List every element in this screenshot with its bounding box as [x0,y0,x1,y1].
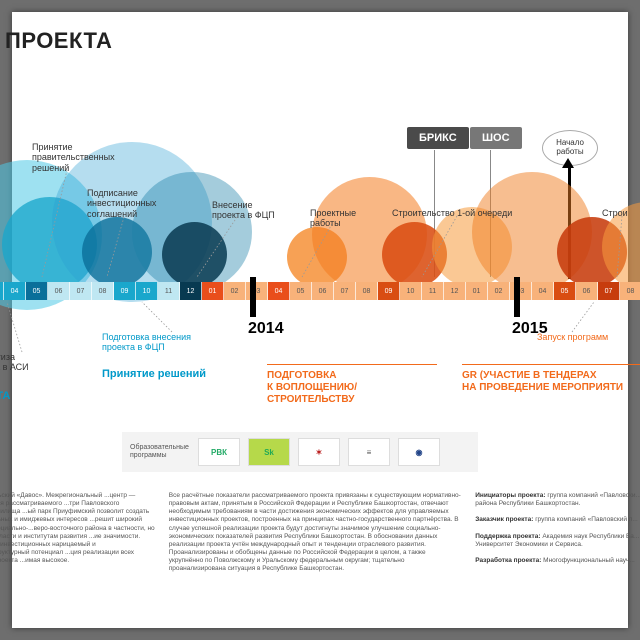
timeline-seg: 06 [576,282,598,300]
timeline-seg: 10 [136,282,158,300]
timeline-seg: 05 [26,282,48,300]
label: Строительство 1-ой очереди [392,208,512,218]
sponsor-logo: ◉ [398,438,440,466]
timeline-seg: 08 [620,282,640,300]
section-rule [462,364,640,365]
section-title: ПОДГОТОВКА К ВОПЛОЩЕНИЮ/ СТРОИТЕЛЬСТВУ [267,370,357,406]
label: пертиза екта в АСИ [0,352,29,373]
fp3d-t: Многофункциональный науч... [543,557,635,564]
timeline-seg: 12 [444,282,466,300]
timeline-seg: 01 [202,282,224,300]
start-label-text: Начало работы [543,139,597,157]
fineprint: Приуральский «Давос». Межрегиональный ..… [0,492,640,573]
timeline-seg: 08 [92,282,114,300]
sponsor-logo: РВК [198,438,240,466]
year-marker [250,277,256,317]
page: А ПРОЕКТА БРИКС ШОС Начало работы 040506… [12,12,628,628]
timeline-seg: 04 [532,282,554,300]
label: ЕКТА [0,390,10,403]
timeline-seg: 07 [334,282,356,300]
timeline-seg: 08 [356,282,378,300]
sponsor-logo: ✶ [298,438,340,466]
timeline-seg: 02 [488,282,510,300]
label: Строи [602,208,628,218]
fp3d: Разработка проекта: [475,557,541,564]
year-label: 2014 [248,320,284,338]
label: Подготовка внесения проекта в ФЦП [102,332,191,353]
fineprint-col2: Все расчётные показатели рассматриваемог… [169,492,461,573]
arrowhead-start [562,158,574,168]
timeline-seg: 02 [224,282,246,300]
timeline-seg: 12 [180,282,202,300]
label: Принятие решений [102,368,206,381]
timeline-band: 0405060708091011120102030405060708091011… [0,282,640,300]
year-marker [514,277,520,317]
fineprint-col3: Инициаторы проекта: группа компаний «Пав… [475,492,640,573]
label: Внесение проекта в ФЦП [212,200,275,221]
timeline-seg: 01 [466,282,488,300]
page-title: А ПРОЕКТА [0,28,112,54]
pill-briks: БРИКС [407,127,469,149]
fineprint-col1: Приуральский «Давос». Межрегиональный ..… [0,492,155,573]
fp3a: Инициаторы проекта: [475,492,545,499]
timeline-seg: 09 [114,282,136,300]
timeline-seg: 06 [312,282,334,300]
fp3b: Заказчик проекта: [475,516,533,523]
timeline-seg: 09 [378,282,400,300]
label: Подписание инвестиционных соглашений [87,188,156,219]
timeline-seg: 11 [158,282,180,300]
timeline-seg: 04 [4,282,26,300]
fp3b-t: группа компаний «Павловский п... [535,516,638,523]
timeline-seg: 05 [554,282,576,300]
sponsor-logo: ≡ [348,438,390,466]
fp3c: Поддержка проекта: [475,533,540,540]
timeline-seg: 07 [70,282,92,300]
timeline-seg: 11 [422,282,444,300]
timeline-seg: 10 [400,282,422,300]
sponsor-logo: Sk [248,438,290,466]
timeline-seg: 06 [48,282,70,300]
sponsor-label: Образовательные программы [130,444,188,459]
blob [162,222,227,287]
section-title: GR (УЧАСТИЕ В ТЕНДЕРАХ НА ПРОВЕДЕНИЕ МЕР… [462,370,623,394]
section-rule [267,364,437,365]
sponsor-bar: Образовательные программы РВК Sk ✶ ≡ ◉ [122,432,478,472]
year-label: 2015 [512,320,548,338]
sponsor-logos: РВК Sk ✶ ≡ ◉ [198,438,440,466]
label: Проектные работы [310,208,356,229]
pill-shos: ШОС [470,127,522,149]
label: Принятие правительственных решений [32,142,115,173]
timeline-seg: 07 [598,282,620,300]
timeline-seg: 05 [290,282,312,300]
timeline-seg: 04 [268,282,290,300]
